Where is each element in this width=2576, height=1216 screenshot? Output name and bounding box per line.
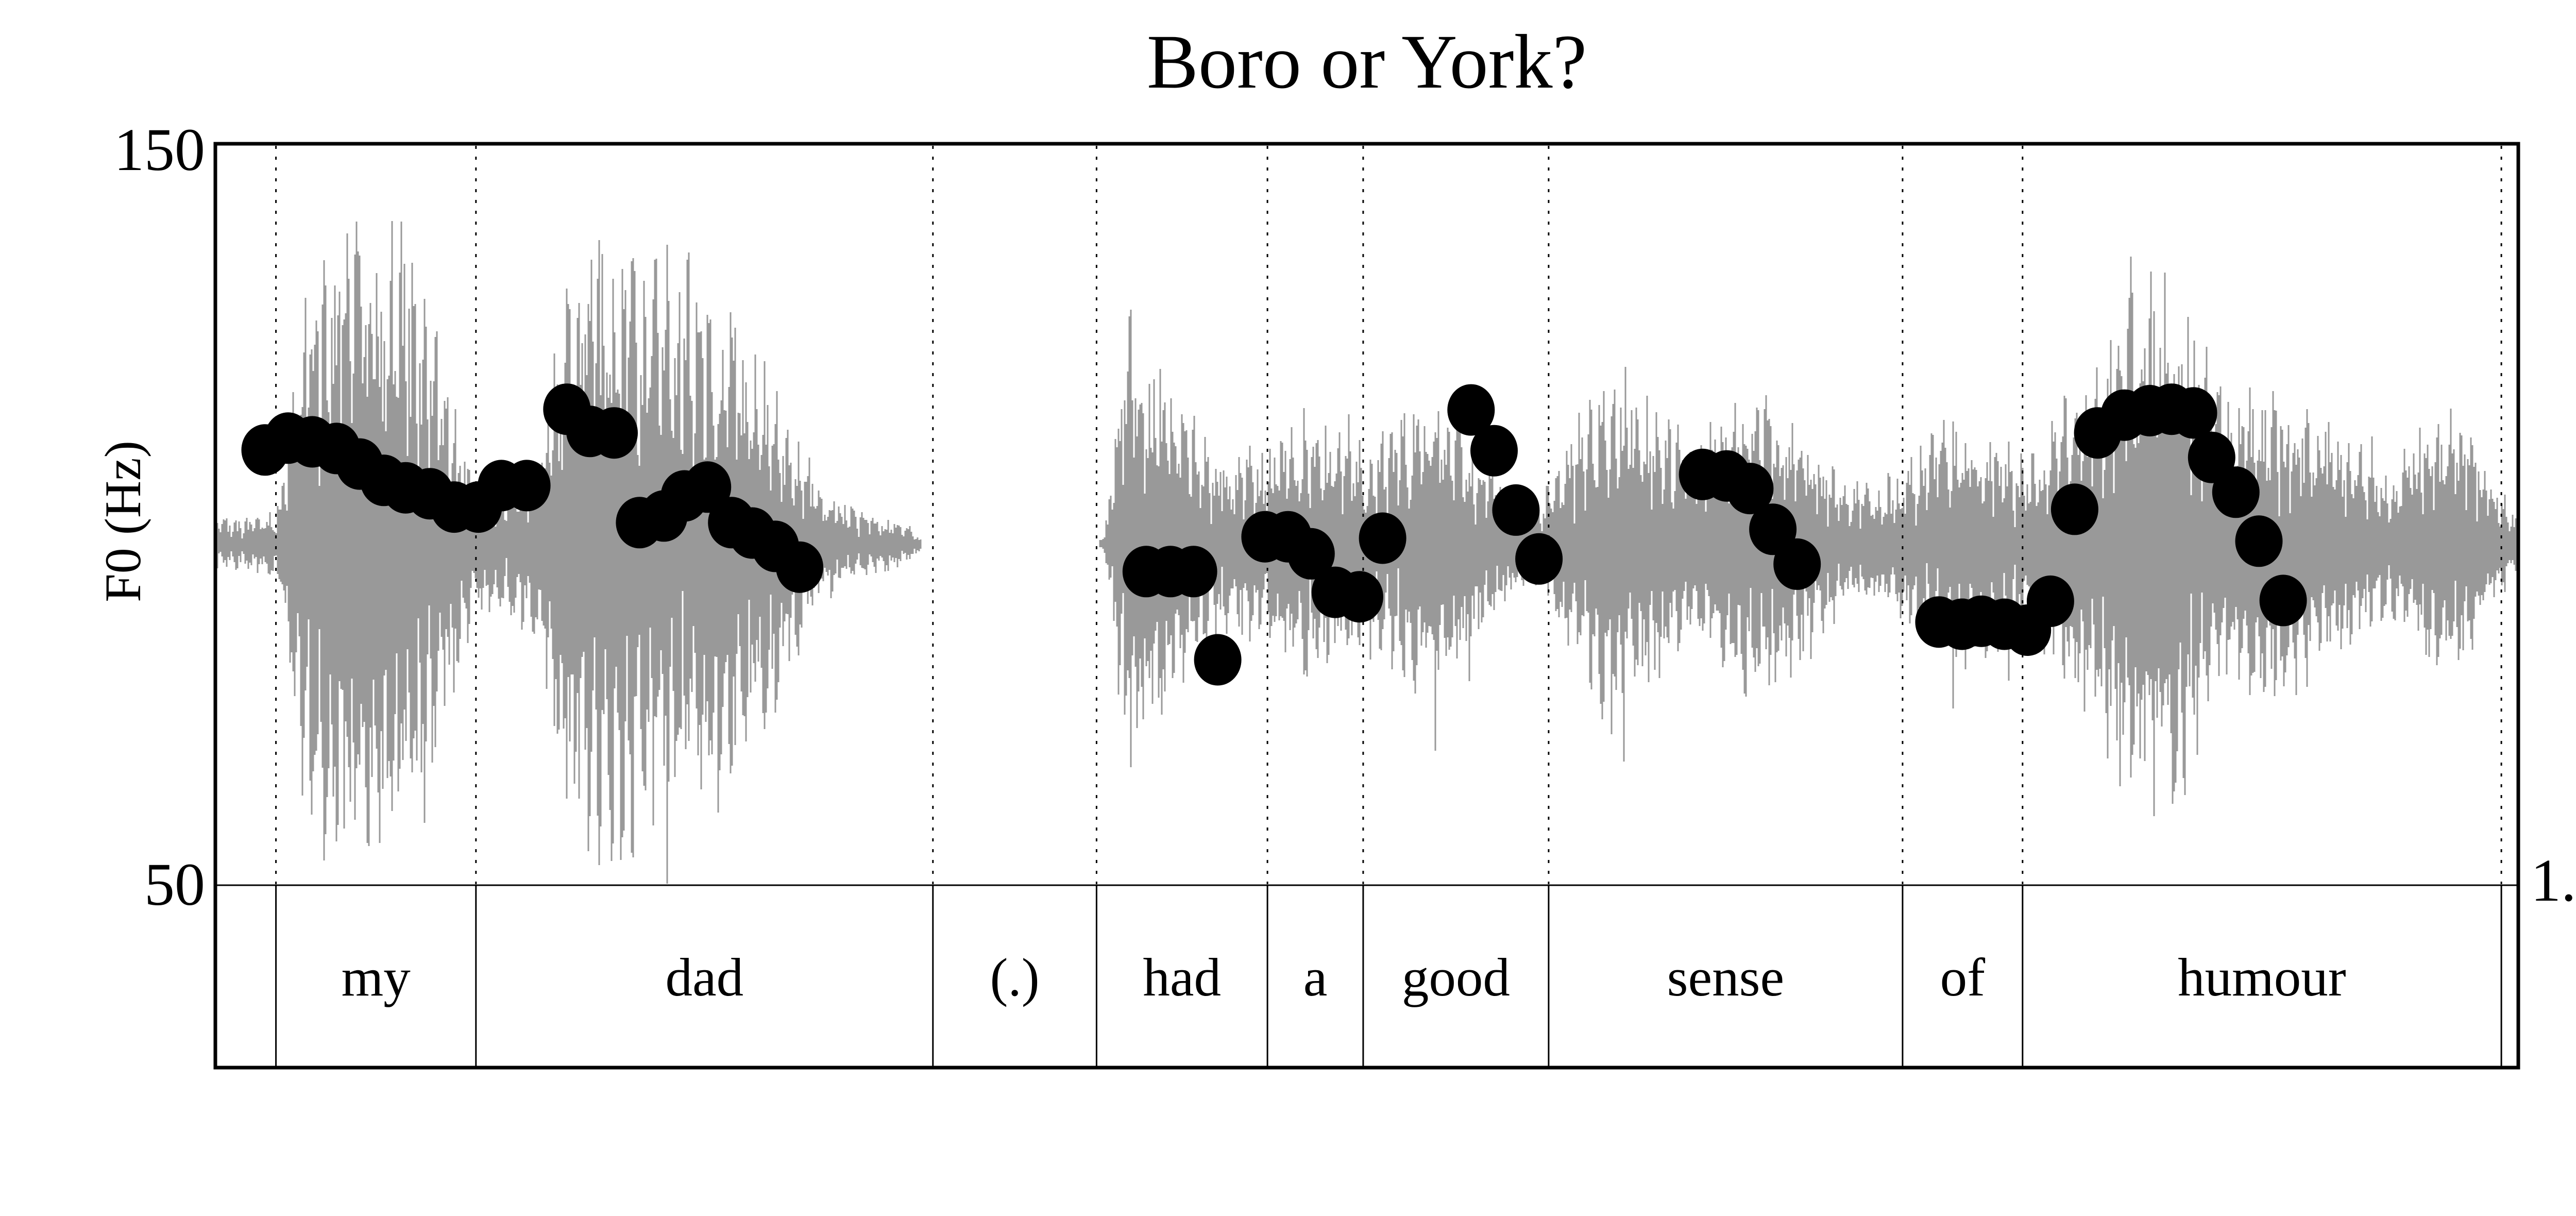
pitch-track-layer xyxy=(241,383,2307,686)
pitch-point xyxy=(1492,484,1540,536)
pitch-point xyxy=(2212,466,2260,518)
x-axis-duration-label: 1.9s xyxy=(2531,847,2576,914)
pitch-point xyxy=(503,460,551,512)
plot-outer-border xyxy=(213,142,2520,1070)
tier-word-label: had xyxy=(1143,947,1221,1007)
tier-word-label: (.) xyxy=(990,947,1040,1007)
pitch-point xyxy=(1749,503,1797,555)
pitch-point xyxy=(1287,528,1335,580)
word-tier-layer: my dad (.) had a good sense of humour xyxy=(275,885,2502,1066)
tier-word-label: a xyxy=(1303,947,1328,1007)
pitch-point xyxy=(1515,533,1563,585)
pitch-point xyxy=(2259,575,2307,627)
pitch-point xyxy=(1194,634,1242,686)
pitch-point xyxy=(776,541,823,593)
y-axis-min-tick-label: 50 xyxy=(144,851,205,918)
pitch-point xyxy=(1359,512,1406,564)
pitch-point xyxy=(684,461,732,513)
chart-title: Boro or York? xyxy=(1147,19,1587,105)
pitch-point xyxy=(1170,546,1217,598)
pitch-point xyxy=(1447,384,1495,436)
pitch-point xyxy=(1470,425,1518,477)
tier-word-label: dad xyxy=(665,947,743,1007)
pitch-point xyxy=(2170,387,2217,439)
pitch-point xyxy=(2026,575,2074,627)
tier-word-label: my xyxy=(342,947,411,1007)
y-axis-title: F0 (Hz) xyxy=(94,441,151,602)
pitch-point xyxy=(590,407,638,459)
pitch-point xyxy=(1335,571,1383,623)
tier-word-label: sense xyxy=(1667,947,1784,1007)
pitch-point xyxy=(2235,515,2283,567)
tier-word-label: of xyxy=(1940,947,1986,1007)
pitch-point xyxy=(1773,538,1821,590)
tier-word-label: good xyxy=(1402,947,1510,1007)
tier-word-label: humour xyxy=(2178,947,2346,1007)
pitch-point xyxy=(1726,463,1774,515)
y-axis-max-tick-label: 150 xyxy=(114,116,205,183)
pitch-point xyxy=(2050,483,2098,535)
